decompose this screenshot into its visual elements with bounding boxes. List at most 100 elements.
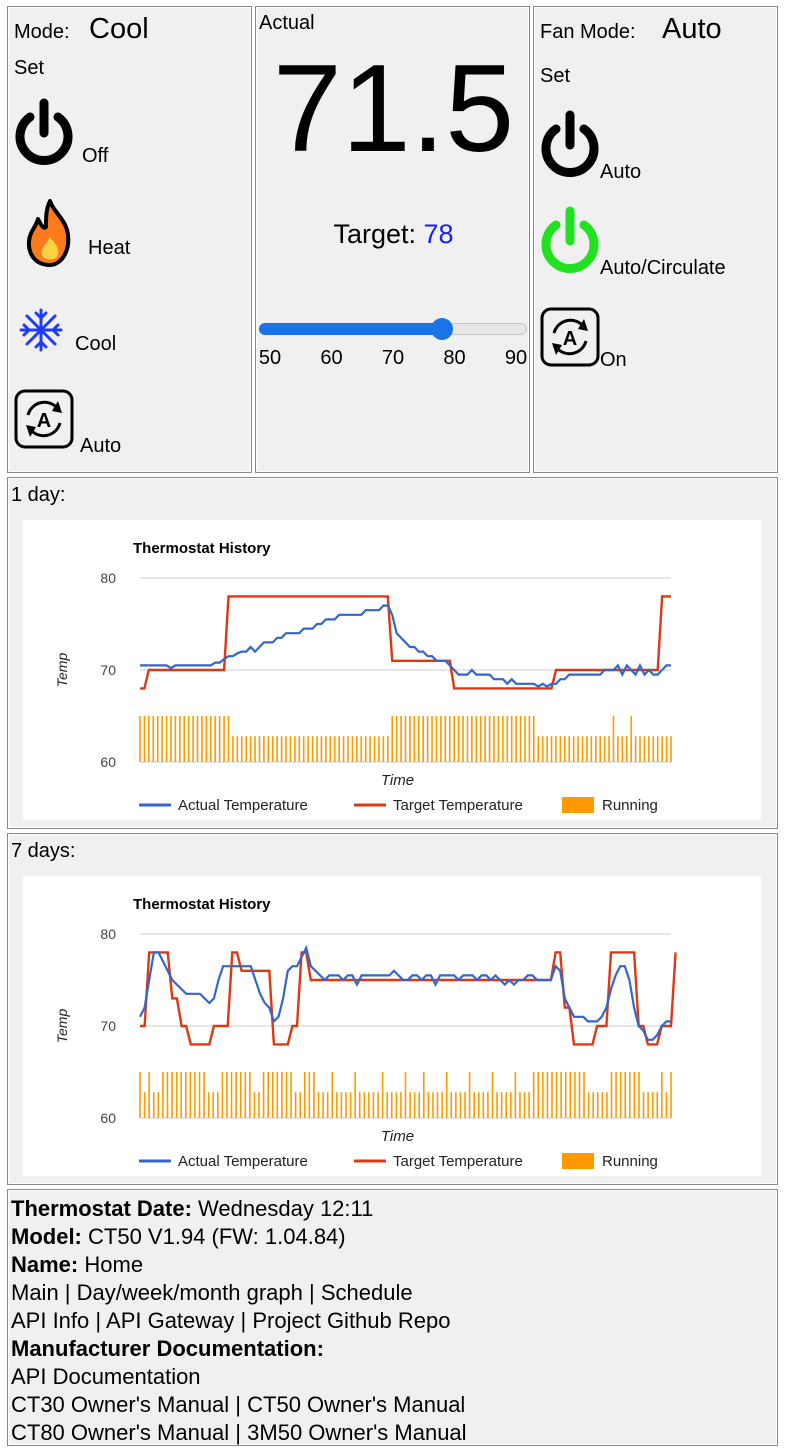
y-axis-label: Temp: [54, 653, 70, 688]
nav-link-1[interactable]: Day/week/month graph: [76, 1280, 303, 1305]
mode-cool-button[interactable]: Cool: [12, 307, 152, 367]
slider-tick-label: 60: [320, 347, 343, 369]
y-tick-label: 70: [100, 662, 116, 678]
thermostat-date-line: Thermostat Date: Wednesday 12:11: [11, 1196, 373, 1222]
docs-links-1: API Documentation: [11, 1364, 201, 1390]
api-link-1[interactable]: API Gateway: [106, 1308, 235, 1333]
slider-tick-label: 90: [504, 347, 528, 369]
model-line: Model: CT50 V1.94 (FW: 1.04.84): [11, 1224, 346, 1250]
actual-temperature-line: [139, 944, 671, 1041]
fan-auto-circulate-label: Auto/Circulate: [600, 257, 726, 279]
link-separator: |: [234, 1308, 253, 1333]
docs-links-2: CT30 Owner's Manual | CT50 Owner's Manua…: [11, 1392, 465, 1418]
docs-label: Manufacturer Documentation:: [11, 1336, 324, 1361]
link-separator: |: [302, 1280, 321, 1305]
link-separator: |: [229, 1420, 248, 1445]
model-value: CT50 V1.94 (FW: 1.04.84): [88, 1224, 346, 1249]
y-tick-label: 60: [100, 754, 116, 770]
slider-fill: [259, 323, 443, 335]
slider-tick-label: 70: [381, 347, 405, 369]
mode-auto-button[interactable]: A Auto: [12, 389, 152, 459]
slider-tick-label: 80: [443, 347, 466, 369]
docs-link-0[interactable]: CT30 Owner's Manual: [11, 1392, 230, 1417]
slider-thumb[interactable]: [431, 318, 454, 340]
target-value: 78: [423, 219, 454, 249]
link-separator: |: [58, 1280, 77, 1305]
slider-ticks: 50 60 70 80 90: [256, 347, 531, 377]
docs-link-1[interactable]: CT50 Owner's Manual: [247, 1392, 466, 1417]
svg-text:A: A: [563, 328, 577, 350]
legend-swatch-running: [562, 797, 594, 813]
link-separator: |: [229, 1392, 248, 1417]
thermostat-date-label: Thermostat Date:: [11, 1196, 192, 1221]
actual-temperature: 71.5: [272, 40, 515, 178]
thermostat-date-value: Wednesday 12:11: [198, 1196, 374, 1221]
api-link-0[interactable]: API Info: [11, 1308, 90, 1333]
legend-label-running: Running: [602, 797, 658, 814]
info-panel: Thermostat Date: Wednesday 12:11 Model: …: [7, 1189, 778, 1446]
api-link-2[interactable]: Project Github Repo: [252, 1308, 451, 1333]
target-slider[interactable]: [259, 317, 529, 347]
flame-icon: [26, 199, 71, 267]
mode-value: Cool: [89, 13, 149, 45]
legend-label-running: Running: [602, 1153, 658, 1170]
chart-title: Thermostat History: [133, 540, 271, 557]
model-label: Model:: [11, 1224, 82, 1249]
y-tick-label: 80: [100, 926, 116, 942]
actual-label: Actual: [259, 12, 315, 34]
fan-auto-label: Auto: [600, 161, 642, 183]
fan-set-label: Set: [540, 65, 571, 87]
actual-temperature-line: [140, 604, 671, 688]
auto-cycle-icon: A: [14, 389, 74, 449]
thermostat-history-chart-1day: Thermostat History 80 70 60 Temp Time Actual T…: [23, 520, 761, 820]
nav-links: Main | Day/week/month graph | Schedule: [11, 1280, 413, 1306]
legend-label-actual: Actual Temperature: [178, 797, 308, 814]
chart-7day-section: 7 days: Thermostat History 80 70 60 Temp Time…: [7, 833, 778, 1185]
chart-1day-section: 1 day: Thermostat History 80 70 60 Temp Time A…: [7, 477, 778, 829]
chart-1day-label: 1 day:: [11, 484, 66, 506]
api-links: API Info | API Gateway | Project Github …: [11, 1308, 450, 1334]
mode-off-label: Off: [82, 145, 109, 167]
mode-off-button[interactable]: Off: [12, 93, 152, 173]
chart-7day-label: 7 days:: [11, 840, 76, 862]
legend-label-actual: Actual Temperature: [178, 1153, 308, 1170]
name-label: Name:: [11, 1252, 79, 1277]
nav-link-0[interactable]: Main: [11, 1280, 59, 1305]
target-label: Target:: [333, 219, 416, 249]
mode-heat-button[interactable]: Heat: [12, 197, 152, 272]
mode-heat-label: Heat: [88, 237, 131, 259]
auto-cycle-icon: A: [540, 307, 600, 367]
link-separator: |: [89, 1308, 107, 1333]
fan-on-button[interactable]: A On: [538, 307, 678, 377]
svg-text:A: A: [37, 410, 51, 432]
fan-auto-circulate-button[interactable]: Auto/Circulate: [538, 203, 768, 283]
slider-tick-label: 50: [258, 347, 282, 369]
nav-link-2[interactable]: Schedule: [320, 1280, 413, 1305]
temperature-panel: Actual 71.5 Target: 78 50 60 70 80 90: [255, 6, 530, 473]
mode-panel: Mode: Cool Set Off Heat: [7, 6, 252, 473]
fan-mode-value: Auto: [662, 13, 722, 45]
chart-title: Thermostat History: [133, 896, 271, 913]
power-icon-green: [541, 206, 599, 273]
power-icon: [15, 98, 73, 165]
legend-swatch-running: [562, 1153, 594, 1169]
fan-auto-button[interactable]: Auto: [538, 107, 698, 187]
snowflake-icon: [19, 308, 63, 352]
target-temperature-line: [140, 595, 671, 690]
fan-on-label: On: [600, 349, 627, 371]
mode-auto-label: Auto: [80, 435, 122, 457]
fan-panel: Fan Mode: Auto Set Auto Auto/Circulate A…: [533, 6, 778, 473]
y-tick-label: 60: [100, 1110, 116, 1126]
thermostat-history-chart-7day: Thermostat History 80 70 60 Temp Time Actual T…: [23, 876, 761, 1176]
x-axis-label: Time: [381, 772, 414, 789]
docs-links-3: CT80 Owner's Manual | 3M50 Owner's Manua…: [11, 1420, 467, 1446]
legend-label-target: Target Temperature: [393, 797, 523, 814]
docs-link-0[interactable]: API Documentation: [11, 1364, 201, 1389]
docs-link-0[interactable]: CT80 Owner's Manual: [11, 1420, 230, 1445]
docs-link-1[interactable]: 3M50 Owner's Manual: [247, 1420, 467, 1445]
target-row: Target: 78: [256, 219, 531, 250]
name-line: Name: Home: [11, 1252, 143, 1278]
name-value: Home: [84, 1252, 144, 1277]
y-tick-label: 70: [100, 1018, 116, 1034]
legend-label-target: Target Temperature: [393, 1153, 523, 1170]
